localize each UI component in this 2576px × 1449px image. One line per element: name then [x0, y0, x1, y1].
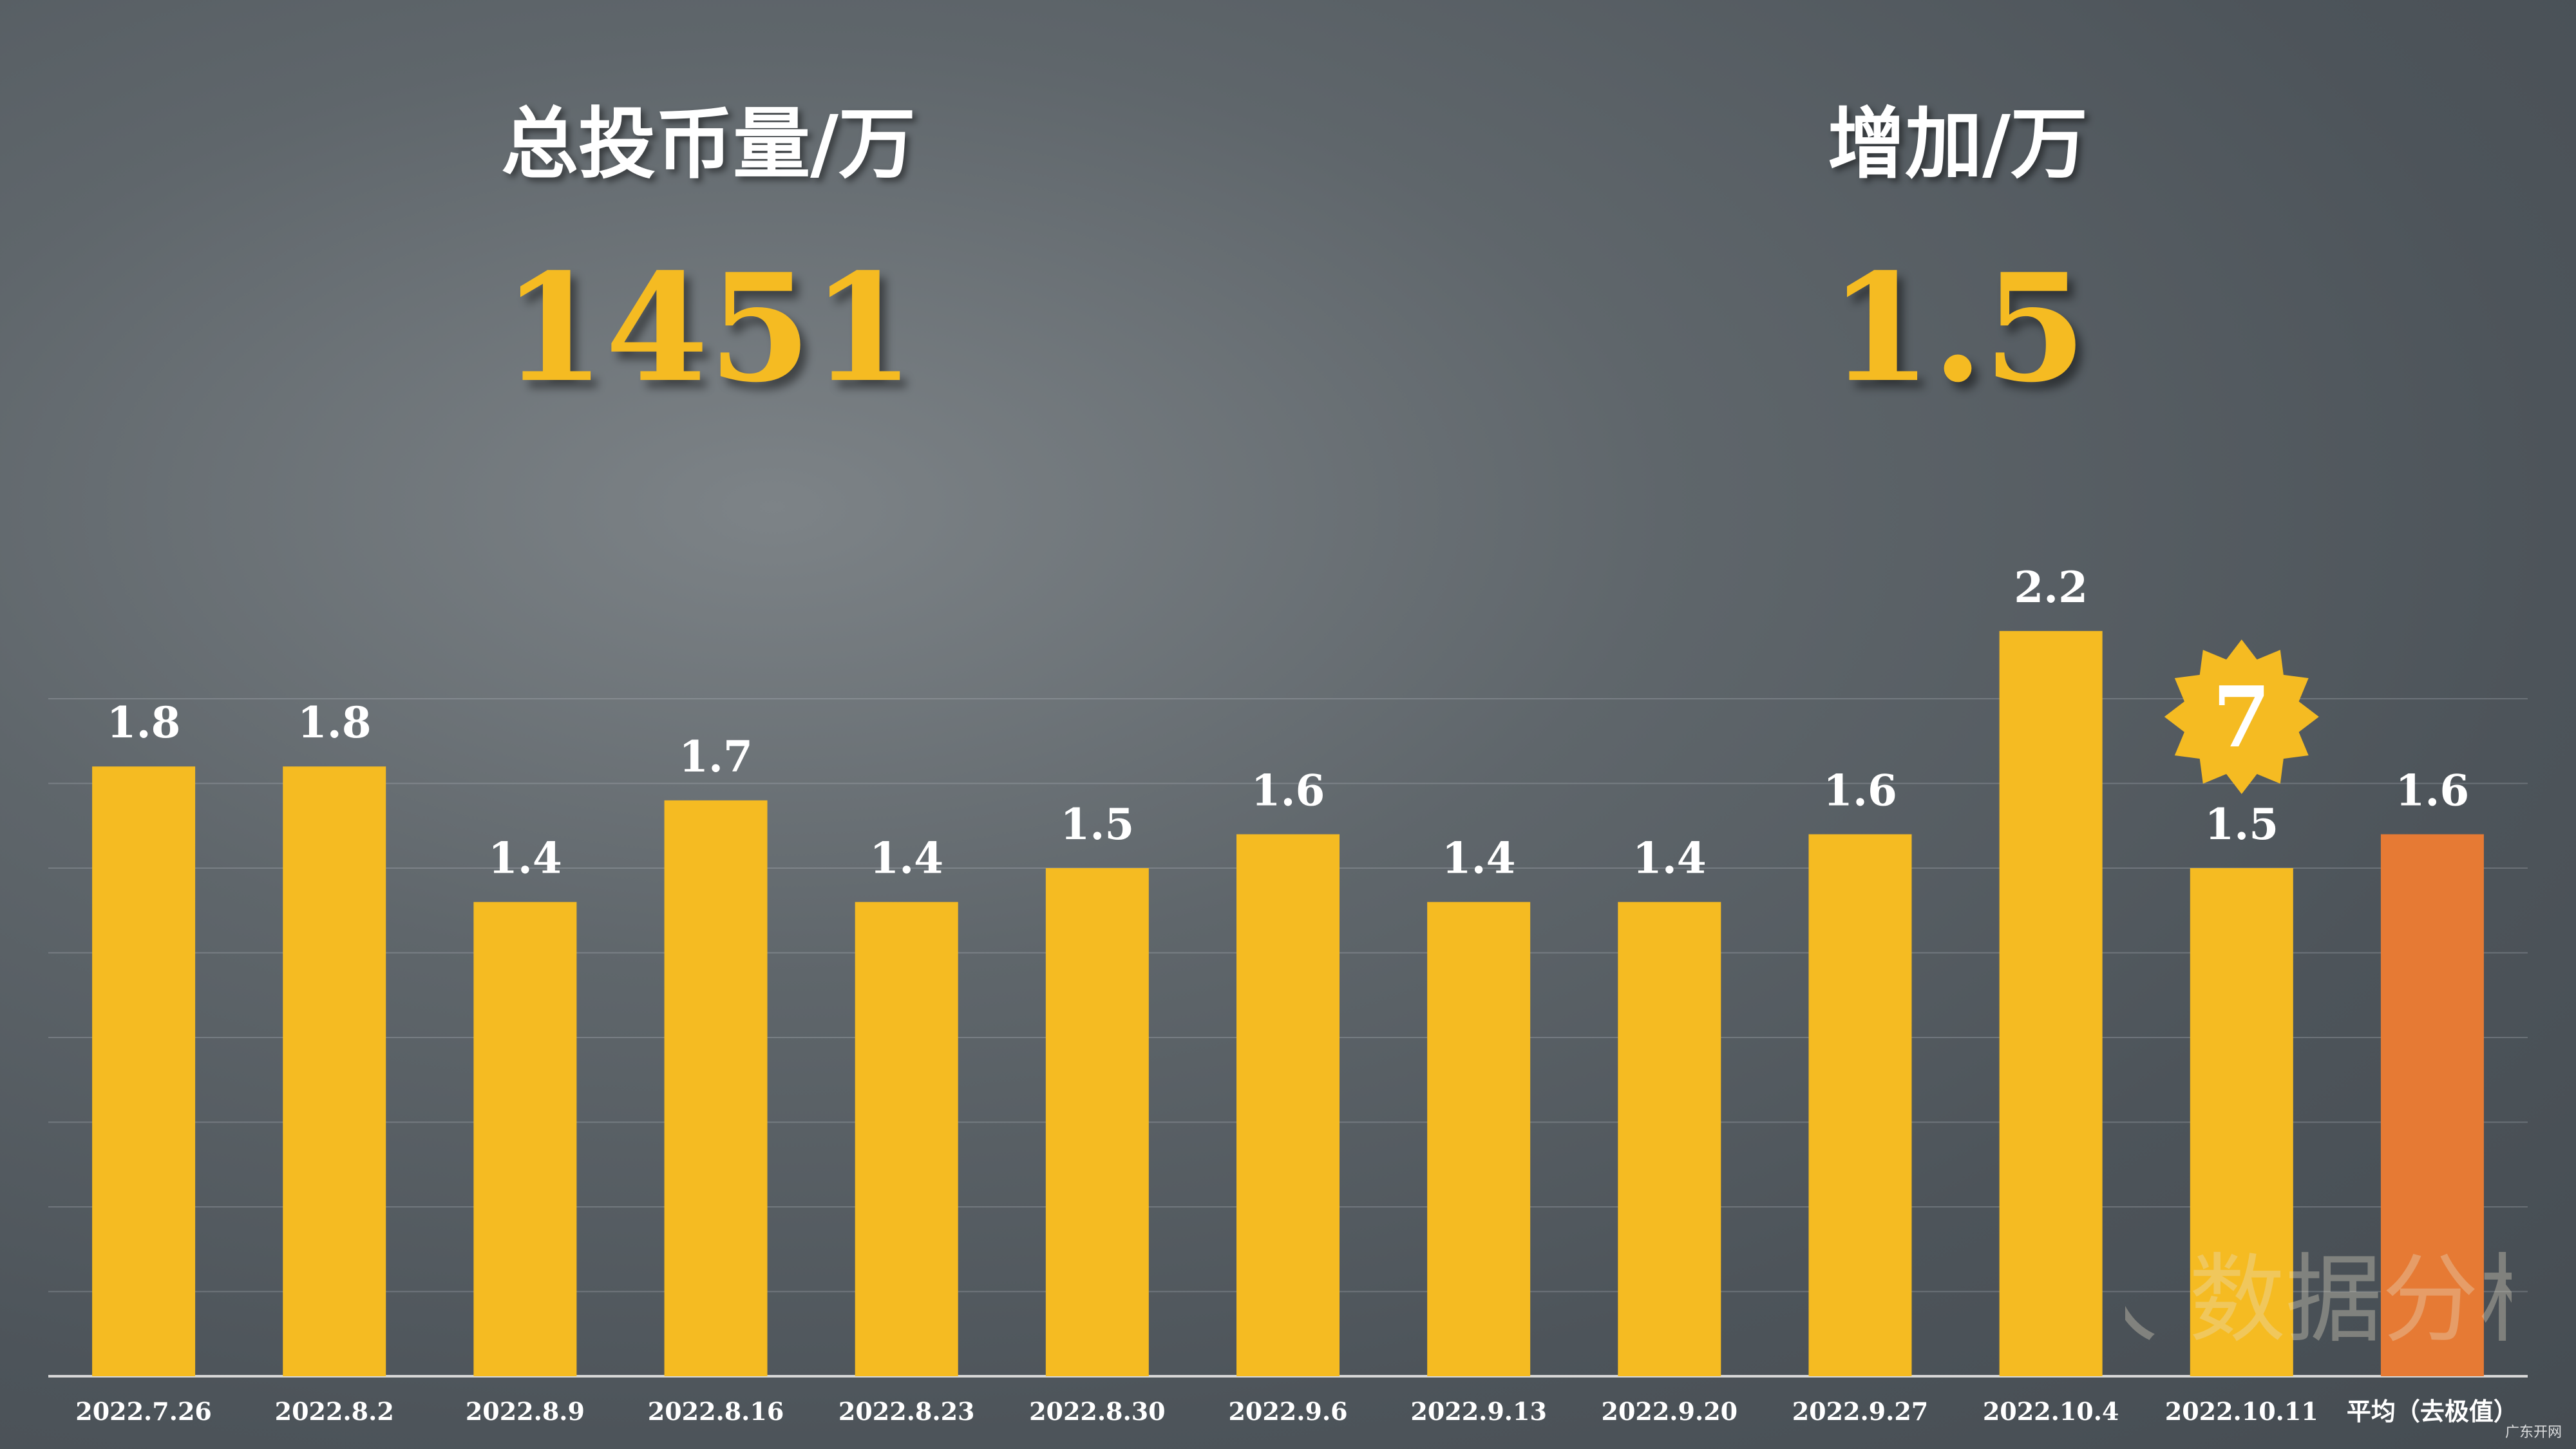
bar-10: [1999, 630, 2103, 1376]
bar-0: [92, 766, 196, 1376]
badge-star: [2164, 639, 2319, 794]
bar-2: [473, 902, 577, 1376]
bar-11: [2190, 868, 2293, 1376]
bar-12: [2380, 834, 2484, 1376]
value-label-0: 1.8: [107, 697, 181, 748]
value-label-9: 1.6: [1823, 765, 1897, 815]
chart-value-labels: 1.8 1.8 1.4 1.7 1.4 1.5 1.6 1.4 1.4 1.6 2.2 1.5 1.6: [107, 562, 2470, 884]
value-label-10: 2.2: [2014, 562, 2088, 612]
increase-value: 1.5: [1828, 242, 2087, 415]
tick-label-8: 2022.9.20: [1602, 1397, 1738, 1426]
badge: 7: [2164, 639, 2319, 794]
value-label-12: 1.6: [2396, 765, 2470, 815]
value-label-7: 1.4: [1442, 833, 1516, 884]
chart-tick-labels: 2022.7.26 2022.8.2 2022.8.9 2022.8.16 2022.8…: [75, 1397, 2518, 1426]
tick-label-7: 2022.9.13: [1410, 1397, 1547, 1426]
tick-label-9: 2022.9.27: [1792, 1397, 1929, 1426]
value-label-6: 1.6: [1251, 765, 1325, 815]
chart-bars: [92, 630, 2484, 1376]
bar-1: [283, 766, 386, 1376]
total-coins-value: 1451: [502, 242, 915, 415]
value-label-4: 1.4: [869, 833, 943, 884]
value-label-11: 1.5: [2204, 799, 2278, 849]
bar-4: [855, 902, 958, 1376]
total-coins-title: 总投币量/万: [501, 100, 916, 189]
tick-label-6: 2022.9.6: [1228, 1397, 1347, 1426]
bar-9: [1808, 834, 1912, 1376]
value-label-1: 1.8: [298, 697, 372, 748]
tick-label-11: 2022.10.11: [2165, 1397, 2318, 1426]
bar-7: [1427, 902, 1531, 1376]
tick-label-0: 2022.7.26: [75, 1397, 212, 1426]
tick-label-2: 2022.8.9: [466, 1397, 585, 1426]
bar-5: [1045, 868, 1149, 1376]
tick-label-4: 2022.8.23: [838, 1397, 975, 1426]
bar-6: [1236, 834, 1340, 1376]
value-label-2: 1.4: [488, 833, 562, 884]
bar-8: [1618, 902, 1721, 1376]
value-label-3: 1.7: [679, 732, 753, 782]
tick-label-12: 平均（去极值）: [2347, 1397, 2518, 1426]
value-label-5: 1.5: [1060, 799, 1134, 849]
value-label-8: 1.4: [1633, 833, 1707, 884]
bar-3: [664, 800, 768, 1376]
tick-label-1: 2022.8.2: [275, 1397, 394, 1426]
tick-label-10: 2022.10.4: [1983, 1397, 2119, 1426]
tick-label-3: 2022.8.16: [648, 1397, 784, 1426]
increase-title: 增加/万: [1828, 100, 2088, 189]
corner-watermark: 广东开网: [2505, 1425, 2562, 1441]
badge-number: 7: [2213, 668, 2271, 766]
tick-label-5: 2022.8.30: [1029, 1397, 1166, 1426]
